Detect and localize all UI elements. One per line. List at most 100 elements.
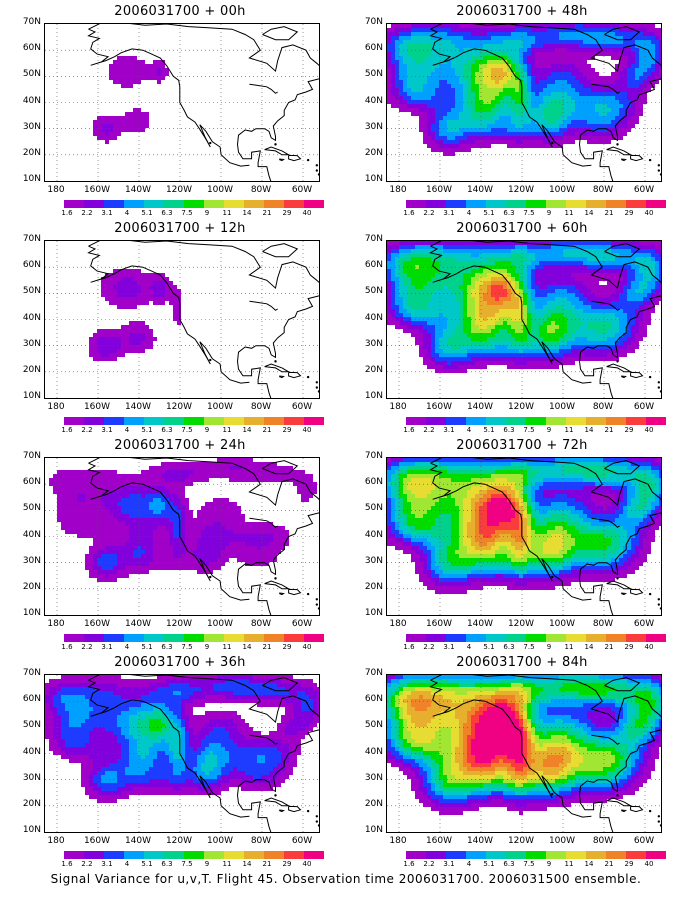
variance-cell [499, 321, 503, 325]
variance-cell [411, 329, 415, 333]
variance-cell [455, 341, 459, 345]
variance-cell [631, 84, 635, 88]
variance-cell [435, 245, 439, 249]
variance-cell [435, 329, 439, 333]
variance-cell [105, 297, 109, 301]
variance-cell [475, 361, 479, 365]
variance-cell [491, 265, 495, 269]
variance-cell [403, 52, 407, 56]
variance-cell [419, 128, 423, 132]
variance-cell [447, 257, 451, 261]
variance-cell [109, 293, 113, 297]
variance-cell [531, 36, 535, 40]
variance-cell [543, 104, 547, 108]
variance-cell [177, 478, 181, 482]
variance-cell [447, 369, 451, 373]
variance-cell [615, 277, 619, 281]
variance-cell [169, 281, 173, 285]
variance-cell [129, 112, 133, 116]
variance-cell [443, 365, 447, 369]
variance-cell [495, 289, 499, 293]
variance-cell [415, 112, 419, 116]
variance-cell [503, 261, 507, 265]
variance-cell [113, 474, 117, 478]
variance-cell [97, 474, 101, 478]
variance-cell [515, 100, 519, 104]
colorbar-level-label: 7.5 [523, 426, 535, 434]
variance-cell [559, 325, 563, 329]
variance-cell [431, 365, 435, 369]
latitude-label: 40N [364, 312, 383, 323]
variance-cell [451, 80, 455, 84]
variance-cell [471, 345, 475, 349]
variance-cell [399, 241, 403, 245]
variance-cell [563, 76, 567, 80]
variance-cell [69, 482, 73, 486]
variance-cell [463, 265, 467, 269]
variance-cell [535, 333, 539, 337]
variance-cell [619, 88, 623, 92]
variance-cell [471, 112, 475, 116]
variance-cell [443, 132, 447, 136]
variance-cell [443, 144, 447, 148]
variance-cell [503, 100, 507, 104]
variance-cell [531, 24, 535, 28]
variance-cell [483, 325, 487, 329]
variance-cell [253, 470, 257, 474]
variance-cell [427, 84, 431, 88]
variance-cell [149, 289, 153, 293]
variance-cell [101, 132, 105, 136]
variance-cell [443, 353, 447, 357]
variance-cell [487, 281, 491, 285]
variance-cell [627, 112, 631, 116]
variance-cell [447, 136, 451, 140]
variance-cell [475, 84, 479, 88]
variance-cell [539, 128, 543, 132]
variance-cell [523, 257, 527, 261]
variance-cell [157, 72, 161, 76]
variance-cell [225, 462, 229, 466]
variance-cell [563, 317, 567, 321]
variance-cell [153, 68, 157, 72]
variance-cell [427, 24, 431, 28]
variance-cell [647, 56, 651, 60]
variance-cell [415, 325, 419, 329]
variance-cell [395, 56, 399, 60]
variance-cell [599, 289, 603, 293]
variance-cell [499, 104, 503, 108]
variance-cell [399, 24, 403, 28]
variance-cell [531, 321, 535, 325]
variance-cell [427, 36, 431, 40]
variance-cell [125, 64, 129, 68]
variance-cell [623, 245, 627, 249]
variance-cell [241, 470, 245, 474]
variance-cell [435, 52, 439, 56]
variance-cell [599, 329, 603, 333]
variance-cell [559, 281, 563, 285]
variance-cell [527, 132, 531, 136]
longitude-label: 160W [83, 402, 111, 412]
latitude-label: 70N [364, 17, 383, 27]
variance-cell [301, 470, 305, 474]
variance-cell [387, 28, 391, 32]
variance-cell [543, 361, 547, 365]
variance-cell [483, 277, 487, 281]
variance-cell [435, 124, 439, 128]
longitude-label: 160W [83, 619, 111, 629]
variance-cell [555, 297, 559, 301]
variance-cell [443, 128, 447, 132]
variance-cell [623, 120, 627, 124]
variance-cell [395, 249, 399, 253]
variance-cell [527, 60, 531, 64]
variance-cell [435, 301, 439, 305]
variance-cell [571, 40, 575, 44]
variance-cell [603, 120, 607, 124]
variance-cell [551, 349, 555, 353]
island-mark [306, 158, 310, 162]
variance-cell [161, 474, 165, 478]
forecast-panel: 2006031700 + 24h 70N 60N 50N 40N 30N 20N 10N 180… [10, 438, 330, 653]
colorbar-level-label: 6.3 [161, 426, 173, 434]
variance-cell [387, 96, 391, 100]
variance-cell [655, 32, 659, 36]
variance-cell [463, 241, 467, 245]
